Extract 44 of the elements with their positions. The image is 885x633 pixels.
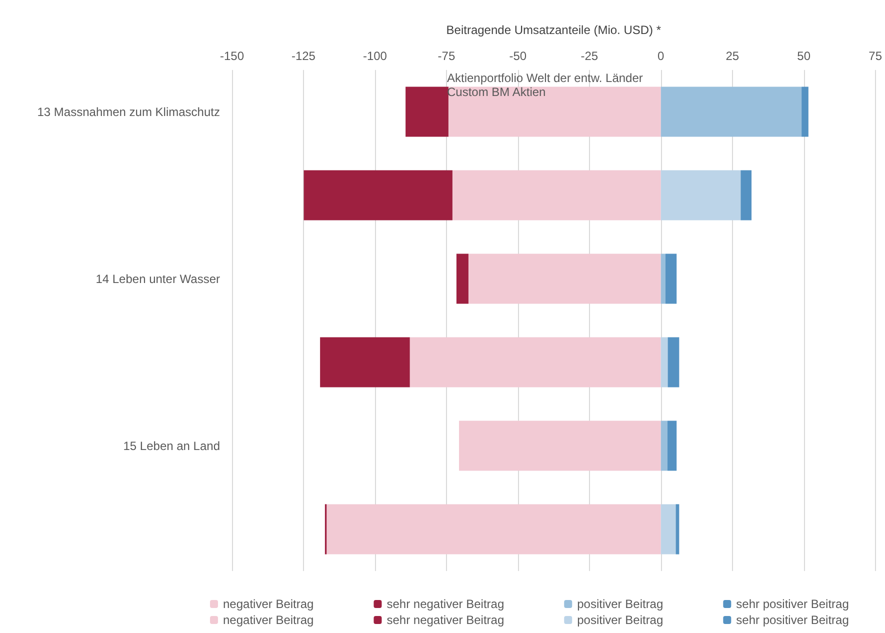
bar (802, 86, 808, 137)
bar (468, 254, 661, 304)
bar (660, 86, 802, 137)
legend-label: positiver Beitrag (577, 597, 664, 611)
bar (660, 337, 668, 388)
legend-label: sehr positiver Beitrag (736, 597, 849, 611)
x-tick-label: -50 (509, 49, 527, 63)
bar (448, 86, 661, 137)
y-tick-label: 14 Leben unter Wasser (96, 272, 220, 286)
bar (740, 170, 752, 220)
y-tick-label: 13 Massnahmen zum Klimaschutz (37, 104, 220, 119)
x-tick-label: 75 (868, 49, 882, 63)
x-tick-label: -100 (362, 49, 388, 63)
x-tick-label: -75 (438, 49, 456, 63)
x-tick-label: 50 (797, 49, 811, 63)
annotation: Aktienportfolio Welt der entw. Länder (447, 71, 643, 85)
bar (326, 504, 661, 554)
x-tick-label: -150 (220, 49, 244, 63)
legend-label: sehr positiver Beitrag (736, 613, 849, 627)
x-tick-label: -125 (291, 49, 316, 63)
y-tick-label: 15 Leben an Land (123, 438, 220, 453)
bar (668, 337, 680, 388)
bar (660, 170, 741, 220)
bar (665, 254, 677, 304)
bar (660, 254, 666, 304)
x-tick-label: 25 (726, 49, 740, 63)
bar (456, 254, 468, 304)
legend-label: sehr negativer Beitrag (386, 613, 504, 627)
bar (459, 420, 661, 471)
legend-label: negativer Beitrag (223, 613, 314, 627)
x-tick-label: -25 (580, 49, 598, 63)
legend-label: sehr negativer Beitrag (386, 597, 504, 611)
x-axis-title: Beitragende Umsatzanteile (Mio. USD) * (446, 23, 662, 37)
bar (410, 337, 661, 388)
bar (660, 504, 676, 554)
bar (452, 170, 661, 220)
legend-label: negativer Beitrag (223, 597, 314, 611)
bar (320, 337, 410, 388)
legend-label: positiver Beitrag (577, 613, 664, 627)
bar (660, 420, 668, 471)
x-tick-label: 0 (658, 49, 665, 63)
bar (667, 420, 677, 471)
bar (304, 170, 452, 220)
bar (406, 86, 448, 137)
